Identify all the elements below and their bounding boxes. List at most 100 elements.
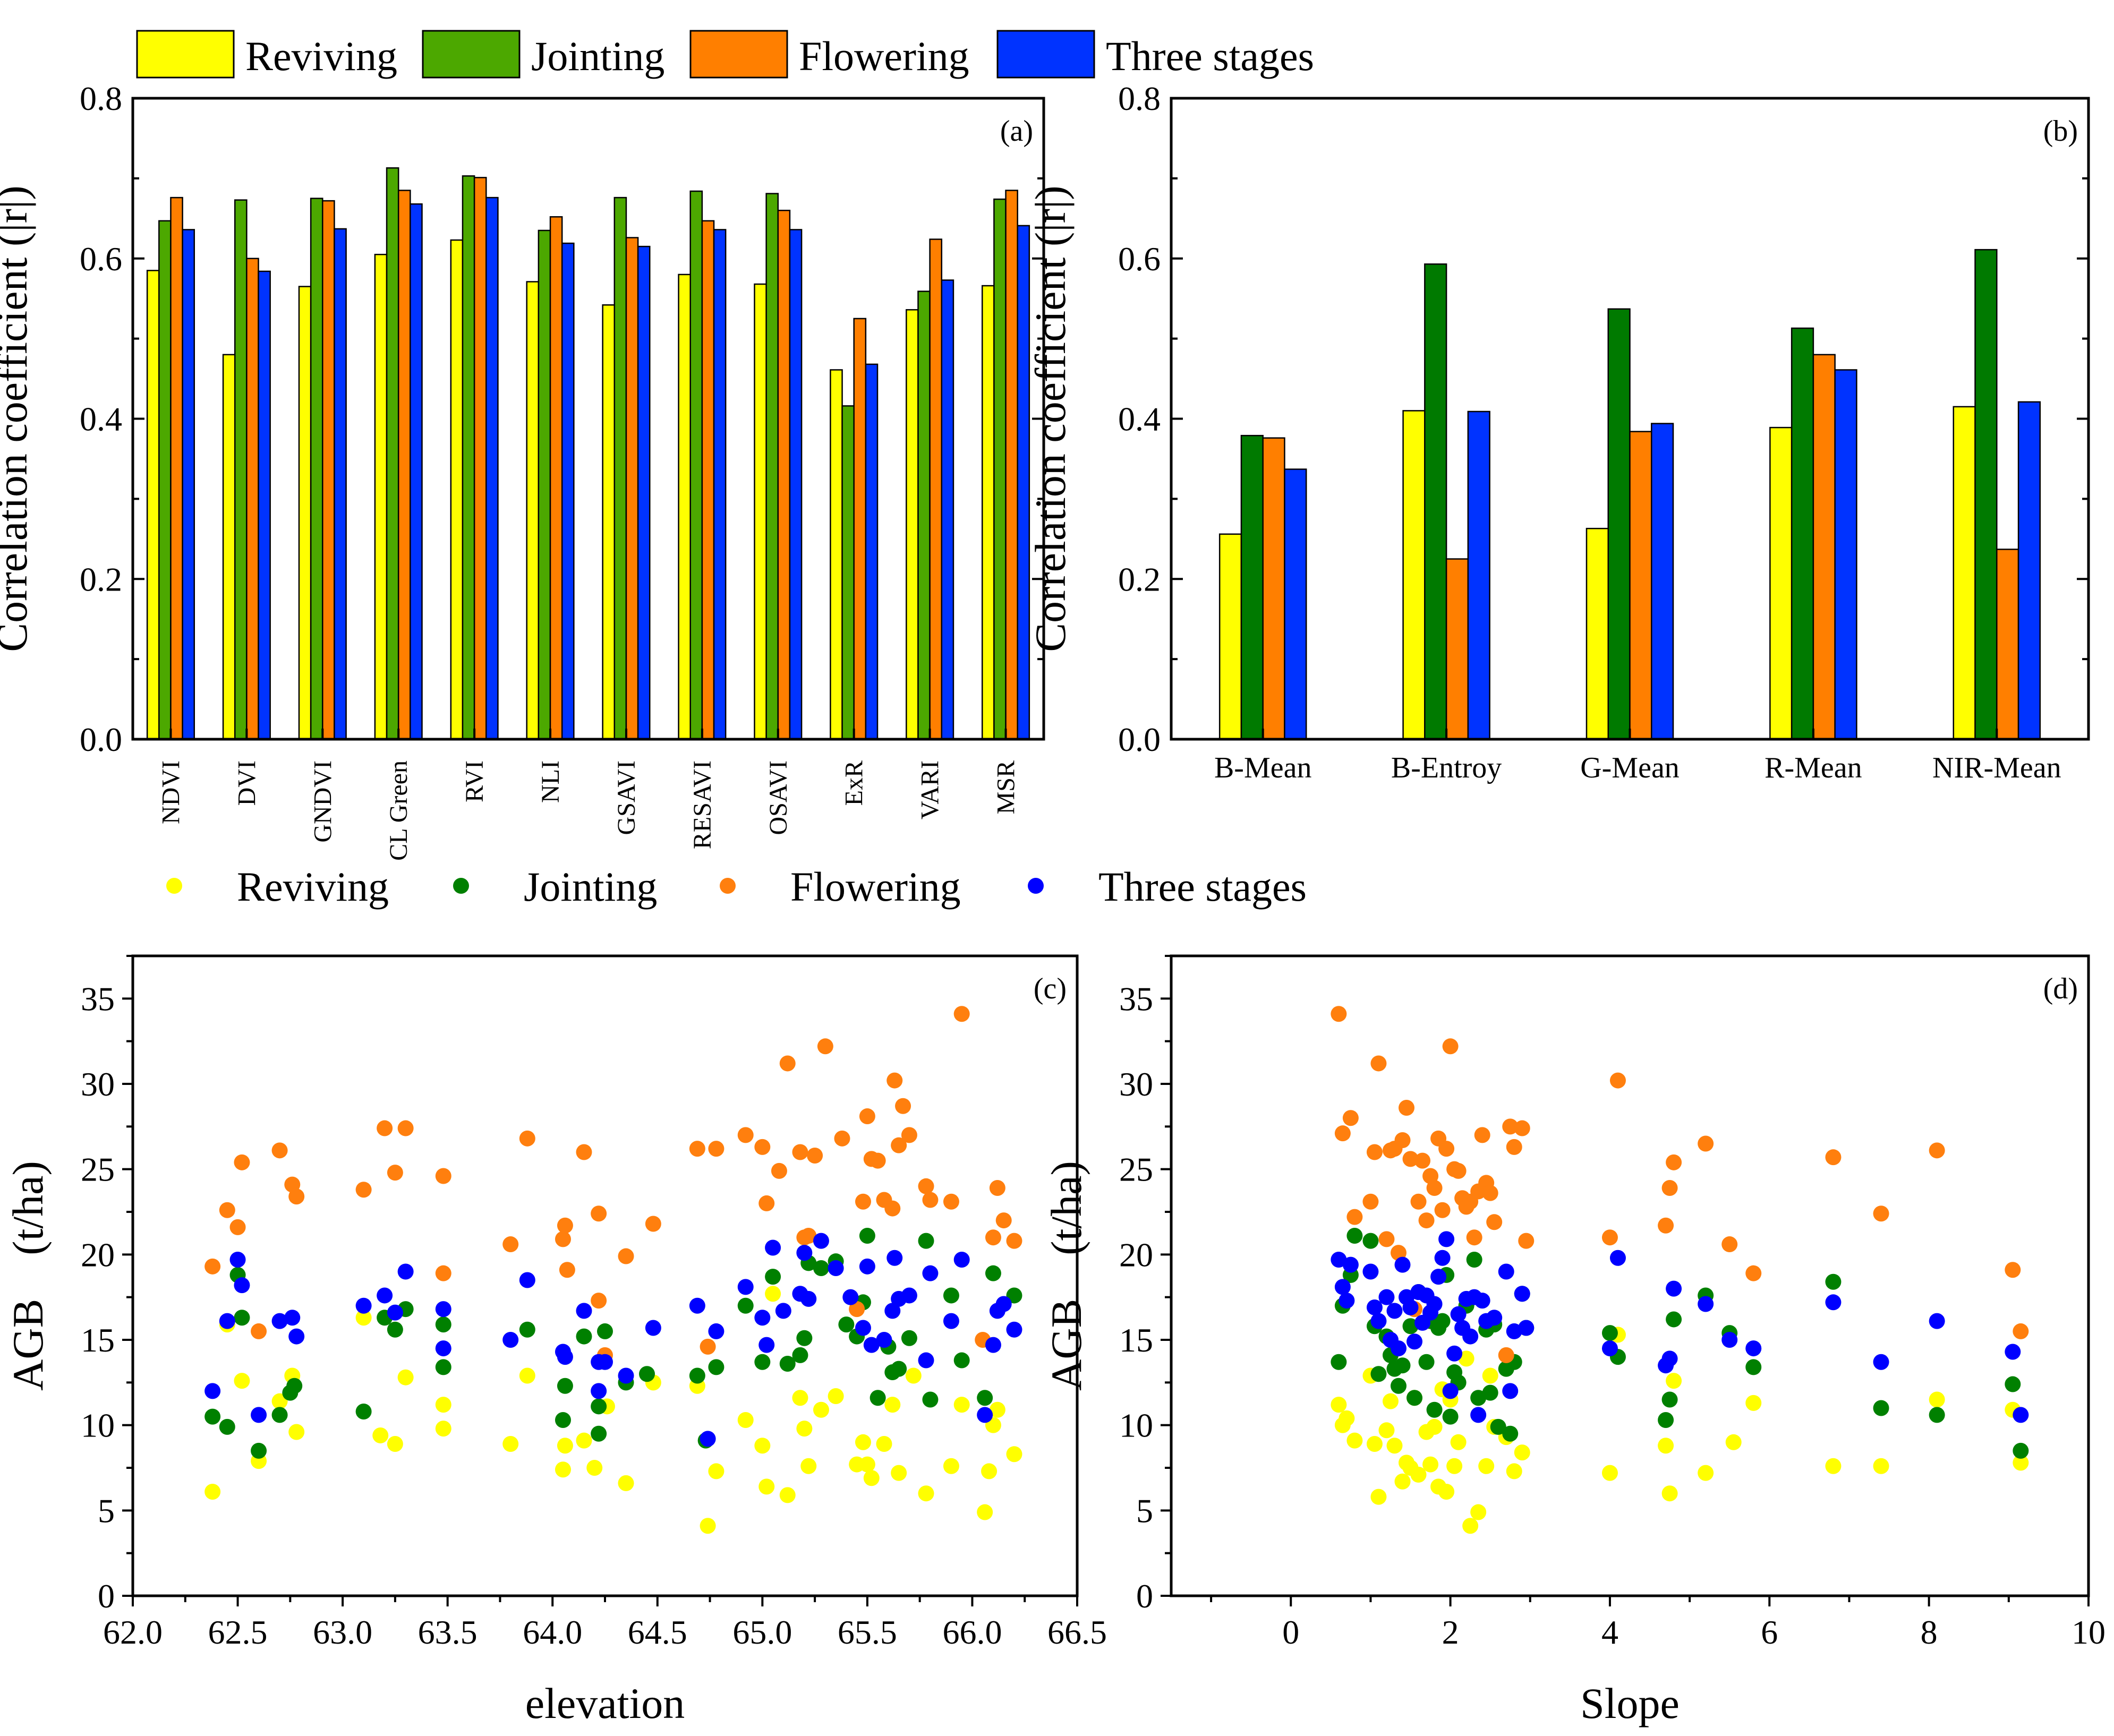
point-flowering-50 bbox=[918, 1178, 934, 1194]
point-flowering-0 bbox=[204, 1258, 221, 1275]
point-flowering-31 bbox=[771, 1162, 787, 1179]
point-jointing-28 bbox=[765, 1269, 781, 1285]
panel-c-scatter-chart: 0 5 10 15 20 25 30 35 62.0 62.5 63.0 63.5 64.0 64.5 65… bbox=[4, 954, 1107, 1728]
bar-reviving-g-mean bbox=[1586, 527, 1609, 740]
y-tick-label: 30 bbox=[1119, 1065, 1153, 1103]
point-three-stages-23 bbox=[645, 1320, 661, 1336]
point-reviving-32 bbox=[800, 1458, 817, 1474]
legend-swatch-three-stages bbox=[996, 30, 1095, 79]
point-jointing-46 bbox=[943, 1287, 959, 1304]
y-tick-label: 20 bbox=[1119, 1236, 1153, 1273]
point-reviving-24 bbox=[1458, 1350, 1474, 1367]
point-flowering-22 bbox=[1438, 1141, 1455, 1157]
point-flowering-41 bbox=[1609, 1072, 1626, 1089]
point-reviving-2 bbox=[1339, 1410, 1355, 1426]
point-three-stages-30 bbox=[765, 1239, 781, 1256]
point-reviving-16 bbox=[1422, 1456, 1439, 1473]
bar-jointing-rvi bbox=[462, 175, 475, 740]
point-flowering-3 bbox=[234, 1154, 250, 1170]
point-reviving-9 bbox=[387, 1436, 403, 1452]
legend-label-flowering: Flowering bbox=[799, 33, 969, 79]
y-tick-label: 25 bbox=[1119, 1151, 1153, 1188]
x-tick-label: 4 bbox=[1601, 1613, 1618, 1651]
point-three-stages-23 bbox=[1442, 1383, 1459, 1399]
bar-flowering-b-mean bbox=[1262, 437, 1285, 740]
point-flowering-41 bbox=[859, 1108, 875, 1125]
bar-jointing-gndvi bbox=[310, 198, 323, 740]
panel-label: (c) bbox=[1034, 972, 1067, 1005]
bar-reviving-r-mean bbox=[1769, 426, 1793, 740]
bar-three-stages-osavi bbox=[789, 229, 803, 740]
point-three-stages-51 bbox=[985, 1337, 1001, 1353]
point-three-stages-2 bbox=[229, 1251, 246, 1268]
point-jointing-10 bbox=[1390, 1378, 1407, 1394]
point-three-stages-9 bbox=[377, 1287, 393, 1304]
point-jointing-22 bbox=[639, 1366, 655, 1382]
x-tick-label: 65.5 bbox=[838, 1613, 897, 1651]
x-category-label: GSAVI bbox=[612, 760, 641, 835]
point-three-stages-22 bbox=[1438, 1231, 1455, 1247]
point-jointing-26 bbox=[1470, 1390, 1487, 1406]
y-tick-label: 0 bbox=[98, 1577, 115, 1615]
bar-jointing-exr bbox=[841, 405, 855, 740]
point-three-stages-7 bbox=[1378, 1289, 1395, 1305]
point-three-stages-43 bbox=[1666, 1280, 1682, 1297]
x-category-label: B-Mean bbox=[1214, 751, 1312, 784]
point-three-stages-11 bbox=[1394, 1256, 1411, 1273]
bar-jointing-vari bbox=[917, 290, 931, 740]
bar-three-stages-cl-green bbox=[410, 203, 423, 740]
point-reviving-33 bbox=[1601, 1465, 1618, 1481]
y-axis-label: Correlation coefficient (|r|) bbox=[0, 185, 36, 652]
y-tick-label: 0.2 bbox=[1118, 560, 1161, 598]
point-three-stages-41 bbox=[876, 1332, 892, 1348]
x-tick-label: 10 bbox=[2072, 1613, 2106, 1651]
point-three-stages-13 bbox=[435, 1340, 451, 1357]
point-flowering-33 bbox=[1482, 1185, 1498, 1201]
point-flowering-53 bbox=[953, 1006, 970, 1022]
point-jointing-4 bbox=[1362, 1233, 1379, 1249]
bar-reviving-rvi bbox=[450, 239, 464, 740]
panel-label: (a) bbox=[1000, 115, 1033, 148]
point-three-stages-50 bbox=[2005, 1344, 2021, 1360]
point-three-stages-25 bbox=[1450, 1306, 1467, 1322]
bar-flowering-gndvi bbox=[322, 200, 335, 740]
panel-label: (b) bbox=[2043, 115, 2078, 148]
x-category-label: B-Entroy bbox=[1391, 751, 1502, 784]
point-reviving-12 bbox=[435, 1397, 451, 1413]
point-three-stages-35 bbox=[813, 1233, 829, 1249]
point-reviving-20 bbox=[1438, 1483, 1455, 1500]
point-three-stages-40 bbox=[863, 1337, 880, 1353]
point-reviving-13 bbox=[502, 1436, 519, 1452]
point-reviving-0 bbox=[1331, 1397, 1347, 1413]
point-three-stages-54 bbox=[1006, 1321, 1022, 1338]
x-category-label: GNDVI bbox=[309, 760, 337, 843]
point-flowering-45 bbox=[884, 1200, 901, 1217]
y-tick-label: 0.8 bbox=[1118, 80, 1161, 117]
bar-flowering-g-mean bbox=[1629, 431, 1652, 740]
point-three-stages-36 bbox=[828, 1260, 844, 1277]
point-jointing-1 bbox=[219, 1418, 235, 1435]
point-jointing-14 bbox=[519, 1321, 535, 1338]
bar-reviving-vari bbox=[906, 309, 919, 740]
point-flowering-2 bbox=[229, 1219, 246, 1235]
point-flowering-48 bbox=[895, 1098, 911, 1114]
point-jointing-15 bbox=[1418, 1354, 1435, 1370]
bar-flowering-cl-green bbox=[397, 190, 411, 740]
point-three-stages-9 bbox=[1386, 1303, 1403, 1319]
bar-three-stages-b-mean bbox=[1284, 468, 1307, 740]
point-three-stages-10 bbox=[387, 1304, 403, 1321]
point-flowering-33 bbox=[792, 1144, 808, 1160]
plot-frame bbox=[131, 97, 1045, 741]
point-three-stages-13 bbox=[1402, 1299, 1419, 1315]
point-flowering-50 bbox=[1929, 1142, 1945, 1159]
point-three-stages-49 bbox=[953, 1251, 970, 1268]
x-category-label: OSAVI bbox=[764, 760, 792, 835]
point-three-stages-3 bbox=[1342, 1256, 1359, 1273]
bar-flowering-dvi bbox=[246, 258, 259, 740]
point-reviving-10 bbox=[397, 1369, 414, 1386]
y-tick-label: 20 bbox=[81, 1236, 115, 1273]
bar-reviving-gsavi bbox=[602, 304, 616, 740]
point-reviving-27 bbox=[758, 1478, 775, 1495]
point-reviving-8 bbox=[1382, 1393, 1399, 1409]
